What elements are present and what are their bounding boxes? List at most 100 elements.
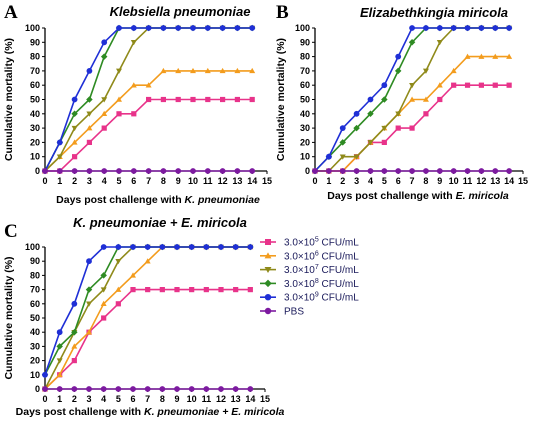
x-tick-label: 0 bbox=[42, 176, 47, 186]
data-point bbox=[71, 300, 78, 307]
x-tick-label: 8 bbox=[160, 394, 165, 404]
data-point bbox=[506, 25, 513, 31]
data-point bbox=[101, 39, 108, 46]
x-tick-label: 14 bbox=[245, 394, 255, 404]
data-point bbox=[56, 343, 63, 350]
y-tick-label: 90 bbox=[30, 37, 40, 47]
data-point bbox=[409, 82, 416, 89]
data-point bbox=[71, 328, 78, 336]
x-axis-label-italic: E. miricola bbox=[456, 190, 509, 202]
series-s3 bbox=[42, 244, 254, 392]
data-point bbox=[367, 140, 374, 146]
data-point bbox=[115, 301, 121, 307]
data-point bbox=[381, 96, 388, 103]
data-point bbox=[249, 67, 256, 74]
data-point bbox=[492, 53, 499, 59]
data-point bbox=[116, 68, 122, 74]
data-point bbox=[492, 25, 499, 31]
legend-label-unit: CFU/mL bbox=[319, 251, 359, 262]
data-point bbox=[174, 386, 180, 392]
legend-label-exp: 9 bbox=[315, 292, 319, 299]
data-point bbox=[115, 286, 122, 292]
data-point bbox=[116, 168, 122, 174]
y-axis-label: Cumulative mortality (%) bbox=[3, 256, 15, 379]
data-point bbox=[218, 244, 224, 250]
data-point bbox=[56, 329, 63, 336]
panel-a: A Klebsiella pneumoniae010203040506070809… bbox=[3, 2, 272, 206]
data-point bbox=[174, 244, 180, 250]
data-point bbox=[249, 96, 255, 103]
data-point bbox=[159, 386, 166, 392]
data-point bbox=[101, 125, 107, 131]
y-tick-label: 0 bbox=[305, 166, 310, 176]
data-point bbox=[71, 168, 78, 174]
legend-label-exp: 5 bbox=[315, 237, 319, 244]
data-point bbox=[478, 53, 485, 59]
y-tick-label: 20 bbox=[30, 137, 40, 147]
panel-letter: A bbox=[4, 2, 18, 23]
data-point bbox=[395, 111, 402, 117]
x-tick-label: 7 bbox=[410, 176, 415, 186]
data-point bbox=[451, 82, 457, 88]
data-point bbox=[144, 386, 151, 392]
legend-label-exp: 7 bbox=[315, 264, 319, 271]
legend-label-exp: 8 bbox=[315, 278, 319, 285]
x-tick-label: 6 bbox=[130, 394, 135, 404]
data-point bbox=[42, 168, 48, 174]
data-point bbox=[100, 53, 108, 60]
data-point bbox=[71, 358, 77, 364]
data-point bbox=[232, 244, 239, 250]
x-tick-label: 6 bbox=[396, 176, 401, 186]
data-point bbox=[145, 287, 151, 293]
x-tick-label: 1 bbox=[57, 176, 62, 186]
series-line bbox=[44, 246, 251, 390]
series-s5 bbox=[42, 25, 256, 174]
data-point bbox=[190, 96, 196, 103]
x-tick-label: 4 bbox=[368, 176, 373, 186]
data-point bbox=[56, 386, 63, 392]
data-point bbox=[220, 96, 226, 103]
data-point bbox=[56, 358, 63, 364]
legend-marker bbox=[264, 252, 272, 259]
legend-item-s4: 3.0×108 CFU/mL bbox=[260, 278, 359, 290]
series-line bbox=[315, 55, 510, 172]
chart-title: Elizabethkingia miricola bbox=[360, 5, 508, 20]
y-tick-label: 20 bbox=[30, 356, 40, 366]
x-tick-label: 8 bbox=[423, 176, 428, 186]
data-point bbox=[190, 25, 196, 31]
legend-label-unit: CFU/mL bbox=[319, 265, 359, 276]
x-tick-label: 1 bbox=[326, 176, 331, 186]
data-point bbox=[116, 111, 122, 117]
y-tick-label: 10 bbox=[30, 152, 40, 162]
x-tick-label: 11 bbox=[203, 176, 213, 186]
data-point bbox=[478, 25, 485, 31]
panel-c: C K. pneumoniae + E. miricola010203040506… bbox=[3, 215, 285, 418]
legend-label-mantissa: 3.0 bbox=[284, 265, 298, 276]
data-point bbox=[464, 168, 471, 174]
data-point bbox=[159, 244, 166, 250]
data-point bbox=[100, 272, 107, 279]
data-point bbox=[353, 168, 360, 174]
data-point bbox=[478, 168, 485, 174]
legend-marker bbox=[265, 239, 271, 245]
data-point bbox=[190, 168, 196, 174]
data-point bbox=[203, 244, 210, 250]
data-point bbox=[506, 168, 513, 174]
x-tick-label: 11 bbox=[463, 176, 473, 186]
legend-item-s6: PBS bbox=[260, 307, 304, 318]
data-point bbox=[71, 96, 78, 103]
data-point bbox=[450, 67, 457, 74]
data-point bbox=[233, 287, 239, 293]
legend-label-times: × bbox=[298, 265, 304, 276]
data-point bbox=[56, 154, 63, 160]
data-point bbox=[219, 25, 226, 31]
legend-label: 3.0×109 CFU/mL bbox=[284, 292, 359, 304]
legend-label-times: × bbox=[298, 251, 304, 262]
x-axis-label-plain: Days post challenge with bbox=[16, 406, 144, 418]
x-axis-label-italic: K. pneumoniae bbox=[185, 194, 260, 206]
panel-letter: B bbox=[276, 2, 289, 23]
data-point bbox=[464, 25, 471, 31]
data-point bbox=[86, 168, 93, 174]
legend-label-times: × bbox=[298, 238, 304, 249]
y-tick-label: 0 bbox=[35, 384, 40, 394]
